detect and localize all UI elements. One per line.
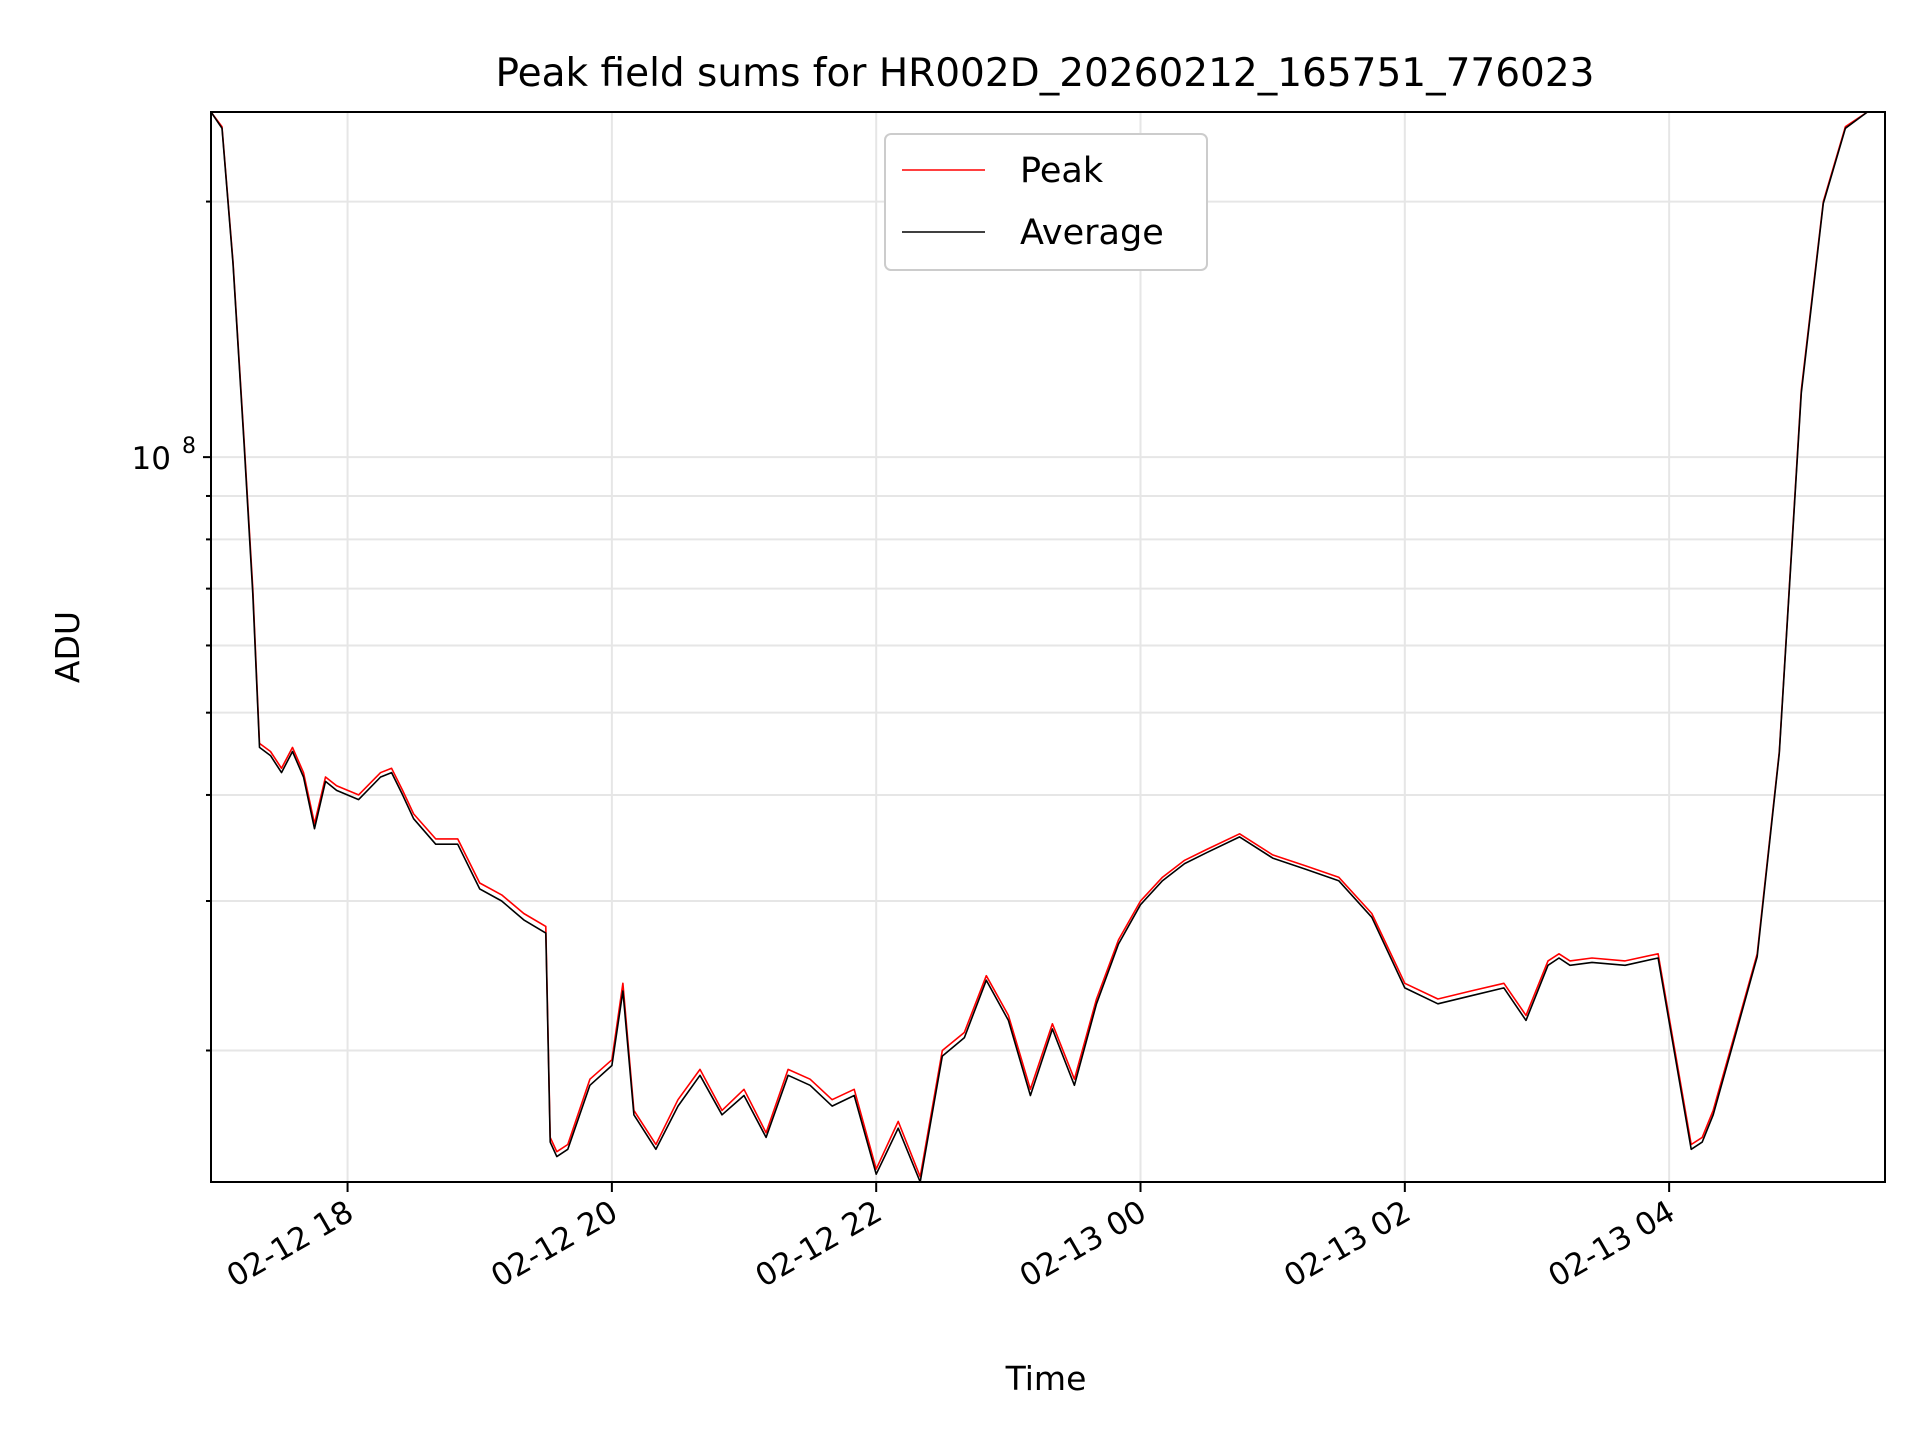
peak-series-line: [210, 111, 1879, 1178]
y-axis-label: ADU: [48, 611, 87, 683]
y-tick-label: 10: [132, 441, 171, 477]
average-series-line: [210, 111, 1879, 1183]
legend-box: [884, 133, 1208, 271]
y-axis-ticks: 10 8: [132, 200, 211, 1052]
x-axis-label: Time: [1005, 1359, 1087, 1398]
chart-title: Peak field sums for HR002D_20260212_1657…: [496, 51, 1595, 96]
plot-frame: [210, 111, 1886, 1183]
legend-peak-label: Peak: [1020, 151, 1104, 191]
legend-average-label: Average: [1020, 213, 1164, 253]
y-tick-exponent: 8: [182, 434, 196, 459]
legend: Peak Average: [884, 133, 1208, 271]
series-group: [210, 111, 1879, 1183]
